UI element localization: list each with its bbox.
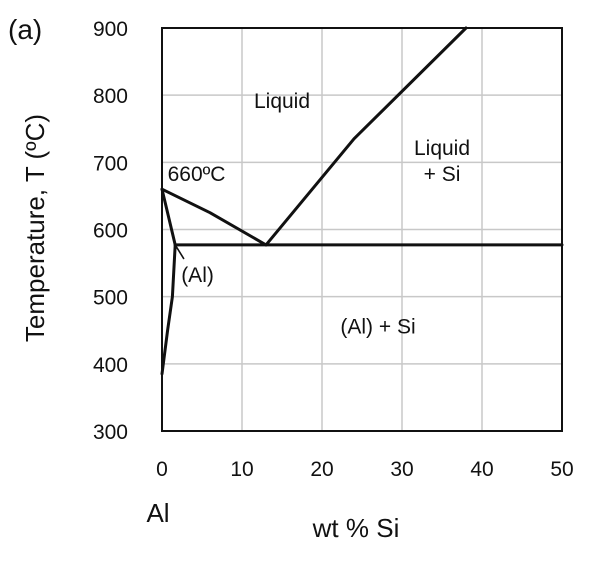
x-tick-label: 50 <box>550 458 573 481</box>
x-tick-label: 40 <box>470 458 493 481</box>
phase-boundaries <box>160 26 564 376</box>
region-label: Liquid <box>414 137 470 160</box>
x-tick-label: 30 <box>390 458 413 481</box>
x-tick-label: 10 <box>230 458 253 481</box>
y-tick-label: 600 <box>93 220 128 243</box>
phase-boundary-line <box>160 243 177 376</box>
region-labels: Liquid Liquid + Si 660ºC (Al) (Al) + Si <box>168 90 470 339</box>
plot-frame <box>161 27 563 432</box>
y-tick-label: 400 <box>93 354 128 377</box>
phase-boundary-line <box>160 187 177 247</box>
region-label: + Si <box>424 163 461 186</box>
region-label: (Al) + Si <box>340 316 415 339</box>
x-axis-label: wt % Si <box>312 513 400 543</box>
y-tick-label: 700 <box>93 152 128 175</box>
region-label: (Al) <box>181 264 214 287</box>
phase-boundary-line <box>160 187 268 247</box>
x-axis-end-label: Al <box>146 498 169 528</box>
phase-boundary-line <box>264 26 468 247</box>
region-label: Liquid <box>254 90 310 113</box>
y-tick-label: 900 <box>93 18 128 41</box>
region-label: 660ºC <box>168 163 226 186</box>
phase-boundary-line <box>174 244 185 260</box>
panel-label: (a) <box>8 14 43 45</box>
x-tick-label: 20 <box>310 458 333 481</box>
y-axis-label: Temperature, T (ºC) <box>20 114 50 342</box>
grid-lines <box>161 27 563 432</box>
x-tick-labels: 0 10 20 30 40 50 <box>156 458 574 481</box>
y-tick-labels: 300 400 500 600 700 800 900 <box>93 18 128 444</box>
y-tick-label: 800 <box>93 85 128 108</box>
y-tick-label: 300 <box>93 421 128 444</box>
y-tick-label: 500 <box>93 287 128 310</box>
x-tick-label: 0 <box>156 458 168 481</box>
